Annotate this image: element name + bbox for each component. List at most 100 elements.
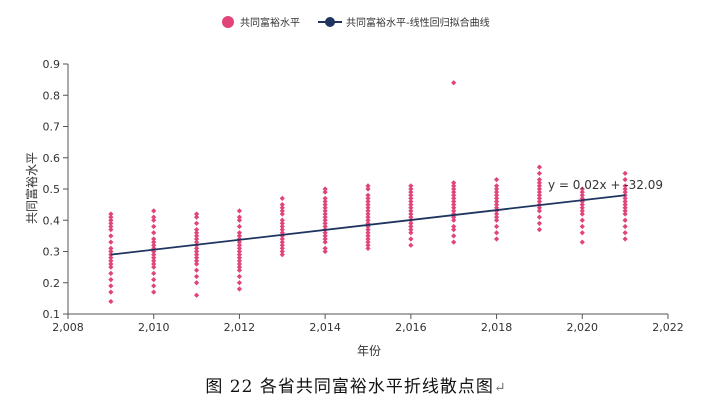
data-point [322, 220, 328, 226]
data-point [408, 227, 414, 233]
data-point [579, 217, 585, 223]
data-point [108, 289, 114, 295]
data-point [193, 233, 200, 239]
data-point [622, 236, 628, 242]
data-point [536, 220, 543, 226]
data-point [151, 289, 157, 295]
legend-item-scatter[interactable]: 共同富裕水平 [222, 16, 300, 29]
data-point [236, 264, 243, 270]
data-point [493, 186, 500, 192]
data-point [193, 230, 200, 236]
data-point [493, 236, 500, 242]
data-point [193, 236, 200, 242]
data-point [622, 211, 628, 217]
data-point [151, 277, 157, 283]
data-point [108, 245, 114, 251]
data-point [579, 208, 585, 214]
legend[interactable]: 共同富裕水平 共同富裕水平-线性回归拟合曲线 [222, 16, 490, 29]
x-tick-label: 2,008 [52, 321, 84, 334]
data-point [151, 270, 157, 276]
data-point [622, 189, 628, 195]
data-point [451, 186, 457, 192]
data-point [622, 177, 628, 183]
data-point [279, 242, 285, 248]
data-point [451, 202, 457, 208]
data-point [193, 292, 200, 298]
data-point [451, 239, 457, 245]
x-tick-label: 2,012 [224, 321, 256, 334]
data-point [108, 248, 114, 255]
data-point [236, 214, 243, 220]
legend-scatter-marker [222, 16, 234, 28]
data-point [322, 248, 328, 255]
data-point [365, 202, 371, 208]
data-point [322, 236, 328, 242]
data-point [493, 211, 500, 217]
data-point [108, 258, 114, 264]
data-point [365, 186, 371, 192]
data-point [193, 280, 200, 286]
data-point [151, 230, 157, 236]
data-point [622, 217, 628, 223]
data-point [236, 233, 243, 239]
data-point [579, 223, 585, 230]
data-point [622, 183, 628, 189]
data-point [451, 80, 457, 86]
data-point [408, 223, 414, 230]
data-point [536, 227, 543, 233]
data-point [322, 205, 328, 211]
data-point [408, 183, 414, 189]
data-point [408, 242, 414, 248]
y-tick-label: 0.2 [43, 277, 61, 290]
data-point [193, 267, 200, 273]
data-point [365, 217, 371, 223]
data-point [408, 211, 414, 217]
data-point [108, 214, 114, 220]
fit-line [110, 194, 626, 256]
data-point [279, 223, 285, 230]
data-point [579, 230, 585, 236]
data-point [279, 245, 285, 251]
data-point [151, 208, 157, 214]
data-point [451, 205, 457, 211]
data-point [579, 186, 585, 192]
data-point [236, 267, 243, 273]
data-point [451, 189, 457, 195]
data-point [236, 286, 243, 292]
data-point [279, 217, 285, 223]
data-point [108, 239, 114, 245]
data-point [322, 195, 328, 201]
data-point [236, 223, 243, 230]
data-point [536, 180, 543, 186]
data-point [493, 230, 500, 236]
data-point [365, 192, 371, 198]
data-point [622, 223, 628, 230]
data-point [279, 248, 285, 255]
data-point [236, 208, 243, 214]
data-point [108, 283, 114, 289]
data-point [408, 189, 414, 195]
data-point [451, 180, 457, 186]
data-point [193, 255, 200, 261]
data-point [493, 217, 500, 223]
data-point [536, 208, 543, 214]
data-point [365, 233, 371, 239]
data-point [322, 245, 328, 251]
legend-item-line[interactable]: 共同富裕水平-线性回归拟合曲线 [318, 16, 490, 29]
y-tick-label: 0.8 [43, 89, 61, 102]
data-point [451, 233, 457, 239]
data-point [322, 198, 328, 205]
data-point [365, 245, 371, 251]
x-axis-title: 年份 [357, 344, 381, 358]
y-tick-label: 0.3 [43, 246, 61, 259]
data-point [408, 214, 414, 220]
data-point [279, 236, 285, 242]
data-point [108, 261, 114, 267]
data-point [151, 223, 157, 230]
data-point [108, 223, 114, 230]
data-point [108, 255, 114, 261]
y-tick-label: 0.6 [43, 152, 61, 165]
data-point [236, 280, 243, 286]
data-point [151, 239, 157, 245]
data-point [365, 236, 371, 242]
